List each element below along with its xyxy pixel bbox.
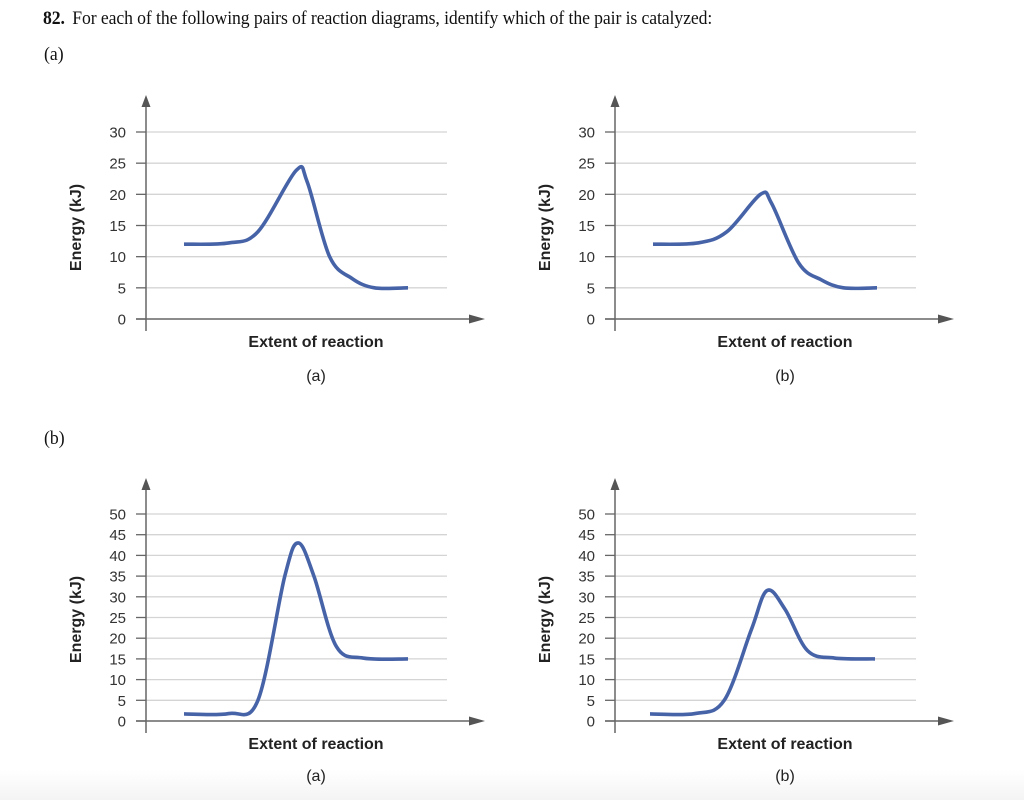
y-tick-label: 40 — [109, 548, 126, 565]
energy-curve — [652, 190, 878, 291]
y-axis-arrow-icon — [610, 478, 620, 490]
y-tick-label: 30 — [109, 125, 126, 142]
y-tick-label: 5 — [118, 280, 126, 297]
y-tick-label: 20 — [578, 631, 595, 648]
y-tick-label: 5 — [587, 693, 595, 710]
chart-panel-3: 0 5 10 15 20 25 30 35 40 45 50 Energy (kJ) Extent of… — [537, 478, 954, 785]
x-axis-title: Extent of reaction — [248, 736, 383, 753]
energy-curve — [183, 541, 409, 717]
question-number: 82. — [43, 8, 65, 29]
panel-label: (a) — [306, 368, 326, 385]
y-tick-label: 0 — [587, 714, 595, 731]
question-text: For each of the following pairs of react… — [72, 8, 713, 29]
y-tick-label: 35 — [578, 569, 595, 586]
y-axis-arrow-icon — [610, 95, 620, 107]
y-tick-label: 5 — [118, 693, 126, 710]
y-tick-label: 30 — [578, 125, 595, 142]
x-axis-arrow-icon — [469, 716, 485, 726]
x-axis-title: Extent of reaction — [717, 736, 852, 753]
y-tick-label: 10 — [109, 672, 126, 689]
y-axis-arrow-icon — [141, 95, 151, 107]
y-tick-label: 25 — [109, 610, 126, 627]
y-tick-label: 30 — [109, 589, 126, 606]
x-axis-title: Extent of reaction — [717, 334, 852, 351]
page-bottom-fade — [0, 770, 1024, 800]
y-tick-label: 30 — [578, 589, 595, 606]
y-axis-title: Energy (kJ) — [68, 576, 85, 663]
y-tick-label: 25 — [109, 156, 126, 173]
part-a-label: (a) — [44, 44, 64, 65]
energy-curve — [183, 164, 409, 291]
y-tick-label: 15 — [578, 218, 595, 235]
y-tick-label: 15 — [578, 651, 595, 668]
chart-panel-2: 0 5 10 15 20 25 30 35 40 45 50 Energy (kJ) Extent of… — [68, 478, 485, 785]
chart-panel-0: 0 5 10 15 20 25 30 Energy (kJ) Extent of reactio… — [68, 95, 485, 385]
y-tick-label: 15 — [109, 651, 126, 668]
panel-label: (b) — [775, 368, 795, 385]
y-tick-label: 0 — [118, 312, 126, 329]
y-tick-label: 20 — [109, 631, 126, 648]
energy-curve — [649, 588, 876, 717]
y-tick-label: 50 — [578, 507, 595, 524]
y-axis-title: Energy (kJ) — [537, 184, 554, 271]
part-b-label: (b) — [44, 428, 65, 449]
y-tick-label: 25 — [578, 156, 595, 173]
panel-label: (b) — [775, 768, 795, 785]
y-tick-label: 40 — [578, 548, 595, 565]
question-header: 82. For each of the following pairs of re… — [43, 8, 712, 30]
y-tick-label: 20 — [578, 187, 595, 204]
y-tick-label: 15 — [109, 218, 126, 235]
x-axis-arrow-icon — [938, 716, 954, 726]
y-tick-label: 35 — [109, 569, 126, 586]
y-axis-title: Energy (kJ) — [68, 184, 85, 271]
y-tick-label: 10 — [578, 249, 595, 266]
y-tick-label: 0 — [587, 312, 595, 329]
y-tick-label: 45 — [109, 527, 126, 544]
y-tick-label: 20 — [109, 187, 126, 204]
y-tick-label: 10 — [578, 672, 595, 689]
y-tick-label: 10 — [109, 249, 126, 266]
y-tick-label: 5 — [587, 280, 595, 297]
y-tick-label: 0 — [118, 714, 126, 731]
y-tick-label: 45 — [578, 527, 595, 544]
x-axis-arrow-icon — [938, 314, 954, 324]
y-tick-label: 25 — [578, 610, 595, 627]
y-tick-label: 50 — [109, 507, 126, 524]
panel-label: (a) — [306, 768, 326, 785]
y-axis-arrow-icon — [141, 478, 151, 490]
chart-panel-1: 0 5 10 15 20 25 30 Energy (kJ) Extent of reactio… — [537, 95, 954, 385]
x-axis-arrow-icon — [469, 314, 485, 324]
y-axis-title: Energy (kJ) — [537, 576, 554, 663]
x-axis-title: Extent of reaction — [248, 334, 383, 351]
